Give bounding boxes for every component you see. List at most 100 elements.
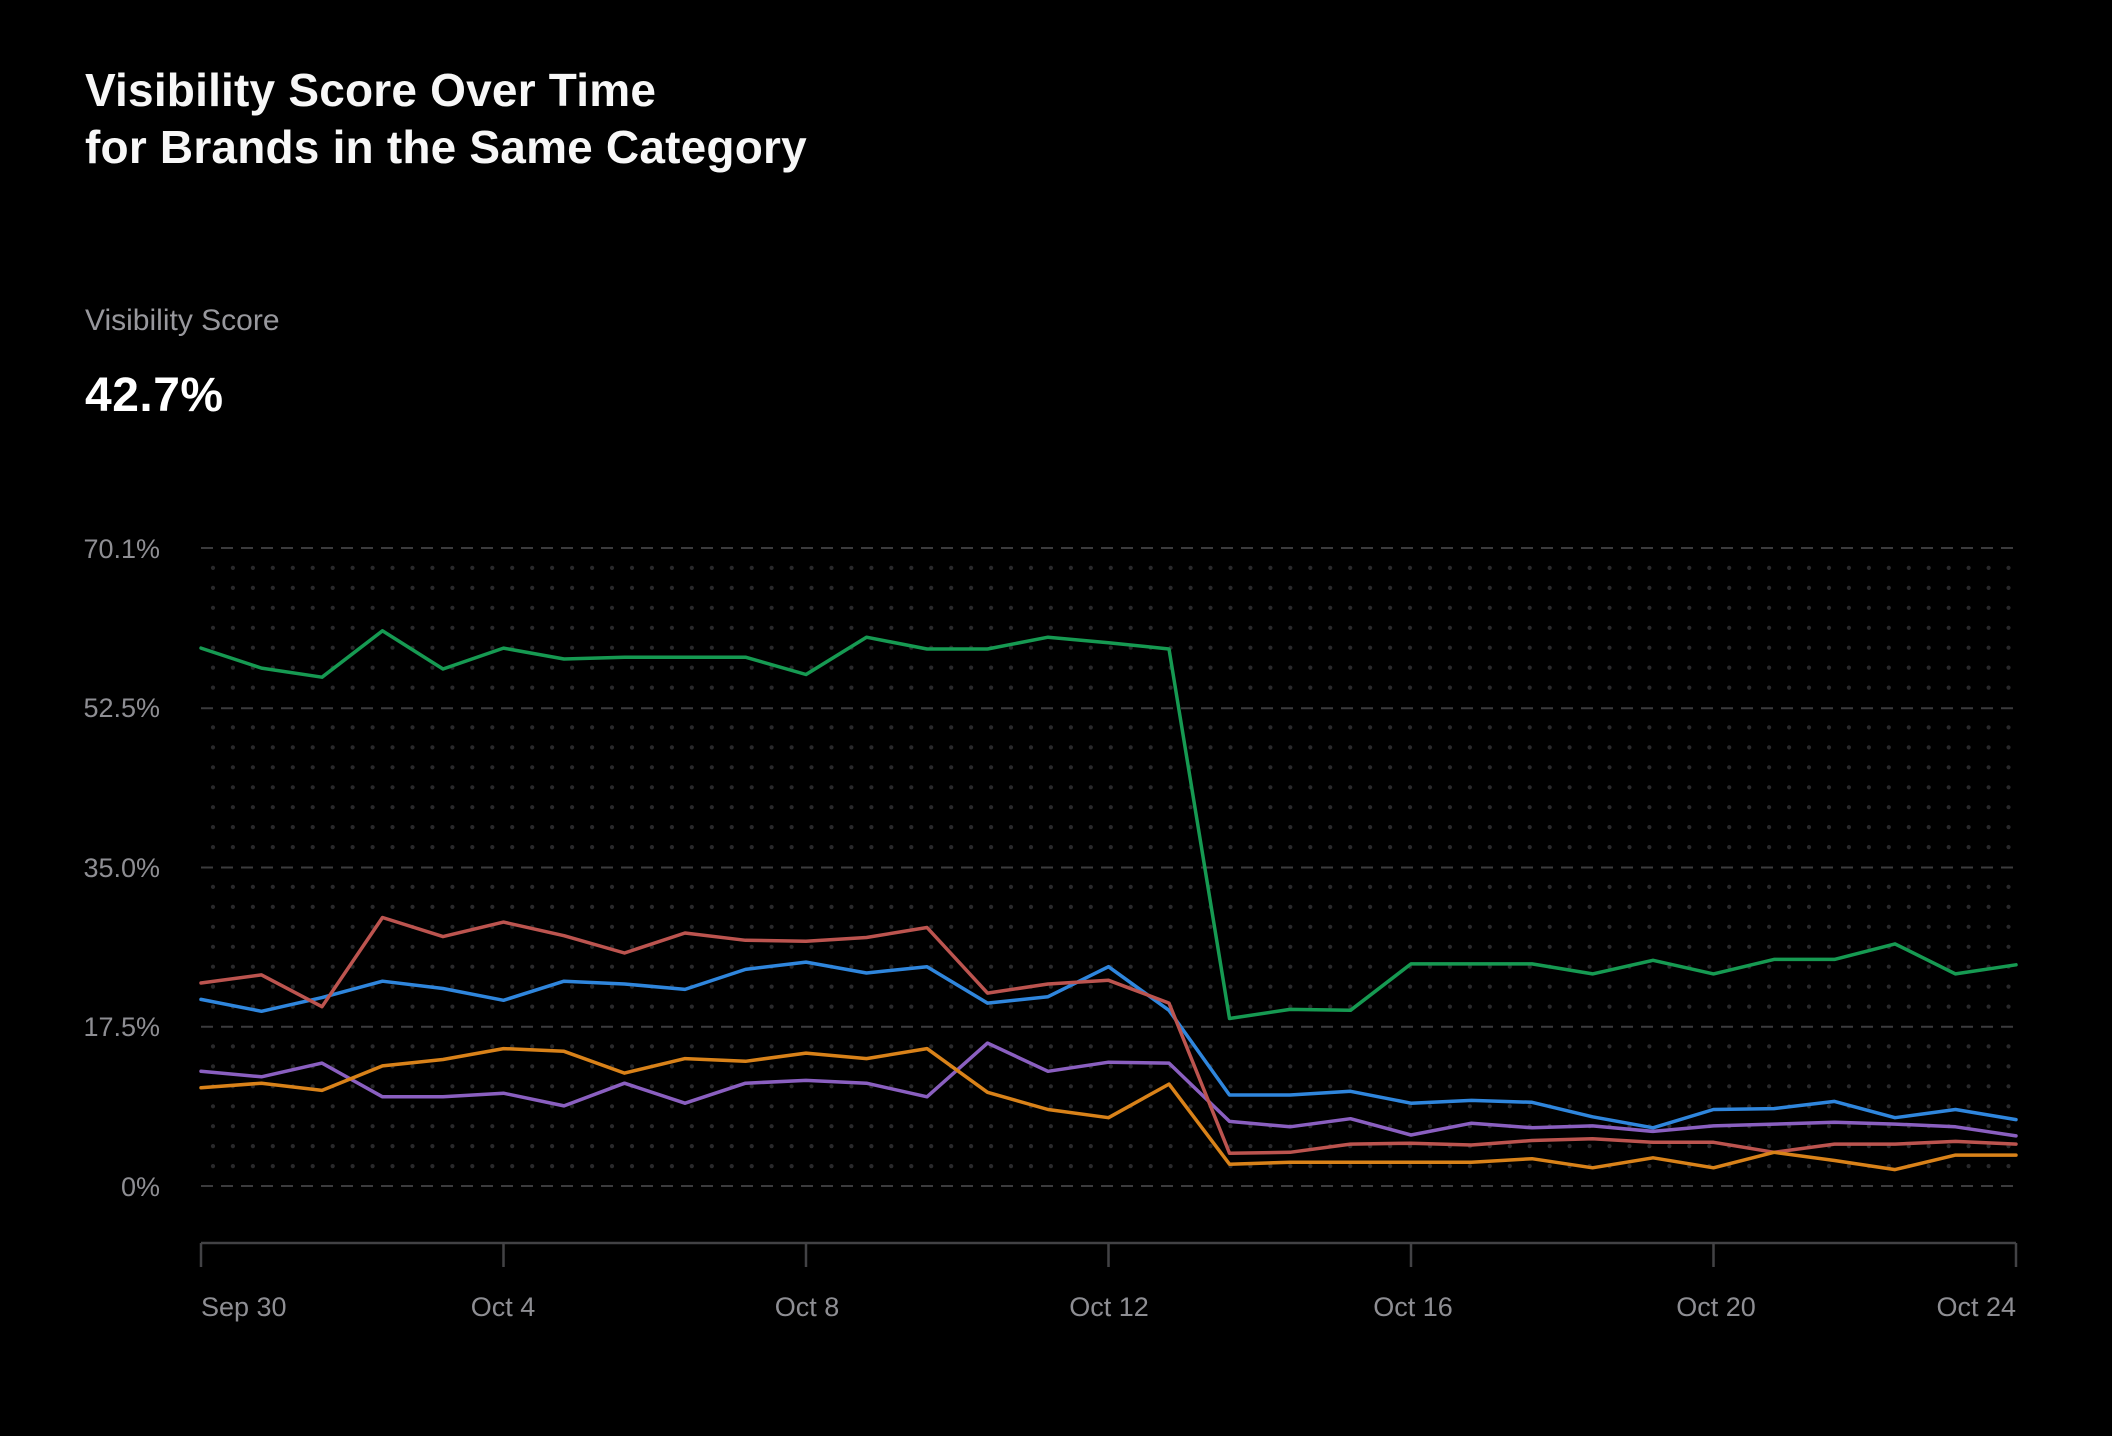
grid-dot [210, 845, 216, 850]
grid-dot [889, 904, 894, 910]
grid-dot [849, 805, 854, 810]
grid-dot [510, 1164, 515, 1169]
grid-dot [1727, 1044, 1732, 1049]
grid-dot [1368, 645, 1373, 650]
grid-dot [1048, 605, 1053, 610]
grid-dot [1328, 964, 1333, 969]
grid-dot [310, 825, 315, 830]
grid-dot [1388, 984, 1393, 989]
grid-dot [669, 1144, 675, 1149]
grid-dot [729, 984, 734, 989]
series-line-brand-blue[interactable] [199, 960, 2018, 1130]
grid-dot [370, 944, 375, 949]
grid-dot [1767, 1064, 1772, 1069]
grid-dot [1088, 1124, 1093, 1129]
grid-dot [1068, 1124, 1073, 1129]
grid-dot [1467, 1084, 1472, 1089]
grid-dot [1667, 1164, 1672, 1169]
series-line-brand-purple[interactable] [199, 1041, 2018, 1138]
grid-dot [1048, 585, 1053, 591]
grid-dot [350, 585, 355, 591]
grid-dot [510, 625, 515, 630]
grid-dot [1886, 964, 1891, 969]
grid-dot [1727, 1064, 1732, 1069]
grid-dot [1527, 944, 1532, 949]
grid-dot [1228, 645, 1233, 650]
grid-dot [1088, 1164, 1093, 1169]
grid-dot [1687, 765, 1692, 770]
grid-dot [1806, 665, 1812, 670]
grid-dot [1308, 565, 1313, 571]
grid-dot [1986, 665, 1991, 670]
grid-dot [1806, 904, 1812, 910]
grid-dot [1507, 1164, 1512, 1169]
grid-dot [629, 785, 635, 790]
grid-dot [550, 845, 555, 850]
grid-dot [1767, 805, 1772, 810]
grid-dot [1806, 1064, 1812, 1069]
grid-dot [1966, 665, 1971, 670]
grid-dot [1308, 904, 1313, 910]
grid-dot [789, 825, 794, 830]
grid-dot [829, 845, 834, 850]
grid-dot [350, 745, 355, 750]
grid-dot [689, 1104, 694, 1109]
x-tick-label: Oct 8 [775, 1292, 840, 1322]
grid-dot [1008, 924, 1014, 929]
grid-dot [1447, 1104, 1452, 1109]
grid-dot [969, 585, 974, 591]
grid-dot [629, 725, 635, 730]
grid-dot [1128, 1004, 1133, 1009]
grid-dot [1607, 825, 1612, 830]
grid-dot [1048, 665, 1053, 670]
grid-dot [250, 625, 255, 630]
grid-dot [1407, 605, 1413, 610]
grid-dot [1447, 625, 1452, 630]
grid-dot [1806, 924, 1812, 929]
grid-dot [1487, 585, 1492, 591]
grid-dot [1846, 765, 1851, 770]
grid-dot [1048, 805, 1053, 810]
grid-dot [729, 1044, 734, 1049]
grid-dot [749, 1104, 754, 1109]
grid-dot [909, 924, 914, 929]
grid-dot [1527, 625, 1532, 630]
grid-dot [450, 884, 455, 890]
title-line-1: Visibility Score Over Time [85, 64, 657, 116]
grid-dot [1168, 605, 1173, 610]
grid-dot [1986, 745, 1991, 750]
grid-dot [210, 765, 216, 770]
grid-dot [1866, 1124, 1871, 1129]
x-tick-label: Sep 30 [201, 1292, 287, 1322]
grid-dot [450, 765, 455, 770]
grid-dot [1806, 685, 1812, 690]
grid-dot [350, 825, 355, 830]
grid-dot [1527, 984, 1532, 989]
grid-dot [230, 565, 235, 571]
grid-dot [869, 685, 874, 690]
series-line-brand-red[interactable] [199, 915, 2018, 1155]
grid-dot [1248, 725, 1253, 730]
grid-dot [550, 685, 555, 690]
grid-dot [849, 685, 854, 690]
grid-dot [829, 1064, 834, 1069]
grid-dot [1727, 685, 1732, 690]
grid-dot [310, 1164, 315, 1169]
grid-dot [769, 725, 774, 730]
grid-dot [1707, 665, 1712, 670]
grid-dot [709, 984, 714, 989]
grid-dot [669, 765, 675, 770]
grid-dot [889, 745, 894, 750]
series-line-brand-orange[interactable] [199, 1046, 2018, 1172]
grid-dot [849, 964, 854, 969]
grid-dot [1407, 1064, 1413, 1069]
grid-dot [1148, 805, 1153, 810]
grid-dot [1747, 984, 1752, 989]
grid-dot [1826, 1064, 1832, 1069]
grid-dot [1467, 825, 1472, 830]
grid-dot [250, 1144, 255, 1149]
series-line-brand-green[interactable] [199, 629, 2018, 1021]
grid-dot [629, 825, 635, 830]
grid-dot [1966, 1144, 1971, 1149]
grid-dot [689, 665, 694, 670]
